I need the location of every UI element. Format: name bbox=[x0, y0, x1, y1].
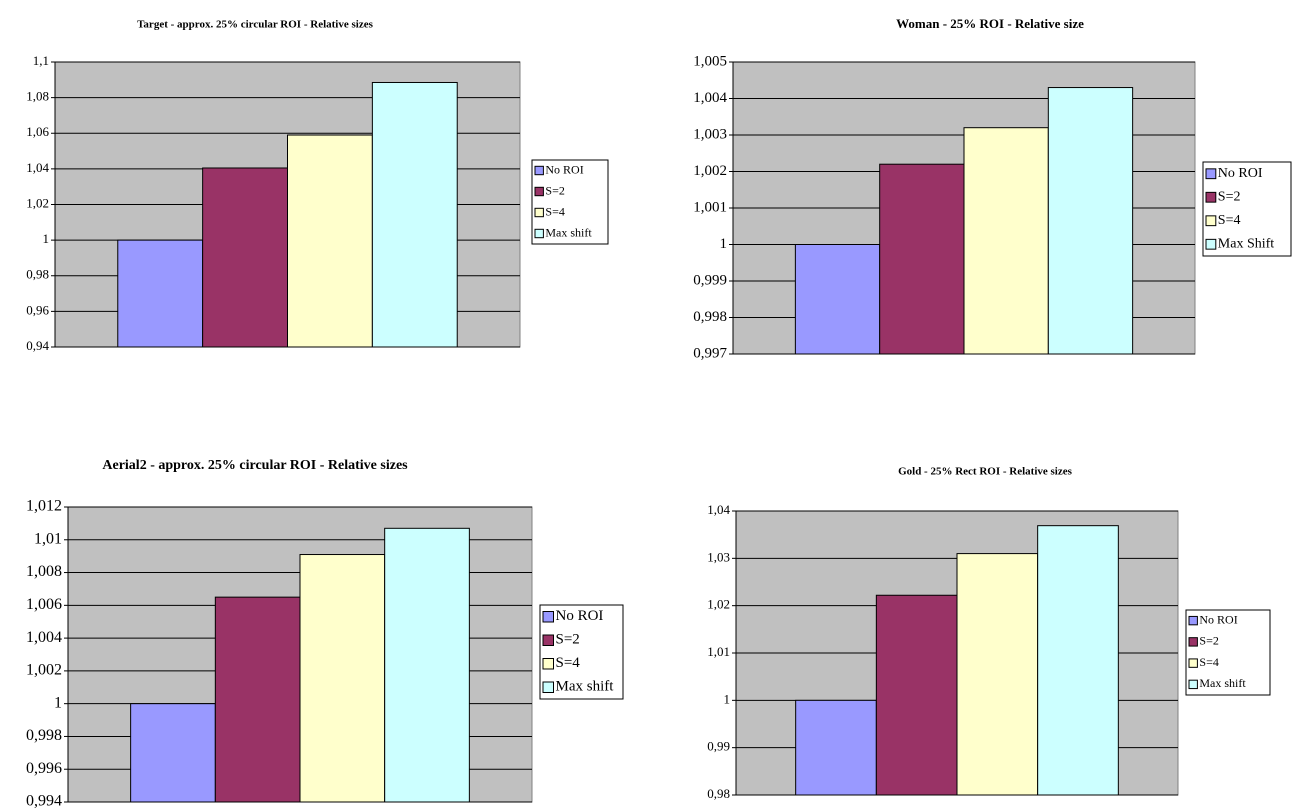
y-tick-label: 1,01 bbox=[34, 530, 62, 547]
legend-label: No ROI bbox=[1218, 166, 1263, 181]
chart-title: Woman - 25% ROI - Relative size bbox=[896, 16, 1084, 31]
legend-swatch bbox=[1188, 637, 1198, 647]
y-tick-label: 0,994 bbox=[26, 793, 62, 808]
bar bbox=[795, 699, 877, 796]
y-tick-label: 1,1 bbox=[33, 53, 49, 68]
legend-swatch bbox=[534, 228, 544, 239]
y-tick-label: 1 bbox=[724, 691, 731, 706]
legend-swatch bbox=[1188, 658, 1198, 668]
y-tick-label: 0,998 bbox=[693, 309, 727, 325]
y-tick-label: 1,004 bbox=[26, 629, 62, 646]
legend-label: Max shift bbox=[1199, 676, 1246, 690]
chart-title: Target - approx. 25% circular ROI - Rela… bbox=[137, 19, 373, 31]
legend-swatch bbox=[1205, 215, 1217, 227]
y-tick-label: 0,98 bbox=[26, 267, 49, 282]
y-tick-label: 1,012 bbox=[26, 498, 62, 515]
legend-swatch bbox=[542, 634, 554, 646]
y-tick-label: 0,94 bbox=[26, 338, 49, 353]
y-tick-label: 1,02 bbox=[707, 597, 730, 612]
legend-label: S=2 bbox=[1199, 634, 1218, 648]
y-tick-label: 1,006 bbox=[26, 596, 62, 613]
y-tick-label: 0,99 bbox=[707, 739, 730, 754]
chart-title: Aerial2 - approx. 25% circular ROI - Rel… bbox=[102, 458, 408, 473]
bar bbox=[956, 553, 1039, 796]
bar bbox=[202, 167, 288, 348]
y-tick-label: 1,005 bbox=[693, 53, 727, 69]
y-tick-label: 1,04 bbox=[26, 160, 49, 175]
y-tick-label: 0,999 bbox=[693, 272, 727, 288]
legend-swatch bbox=[542, 658, 554, 670]
legend-label: S=4 bbox=[1218, 213, 1241, 228]
bar bbox=[287, 134, 373, 348]
legend-swatch bbox=[1188, 615, 1198, 626]
y-tick-label: 0,997 bbox=[693, 345, 727, 361]
y-tick-label: 1,08 bbox=[26, 89, 49, 104]
legend-label: No ROI bbox=[545, 162, 583, 176]
legend-label: S=2 bbox=[545, 183, 564, 197]
y-tick-label: 1,004 bbox=[693, 90, 727, 106]
y-tick-label: 0,98 bbox=[707, 786, 730, 801]
legend-label: Max Shift bbox=[1218, 236, 1275, 251]
legend-label: S=4 bbox=[1199, 655, 1218, 669]
y-tick-label: 1 bbox=[54, 694, 62, 711]
bar bbox=[879, 163, 965, 355]
legend-label: S=4 bbox=[545, 204, 564, 218]
legend-swatch bbox=[542, 611, 554, 623]
y-tick-label: 1,01 bbox=[707, 644, 730, 659]
legend-label: No ROI bbox=[1199, 612, 1237, 626]
legend-swatch bbox=[1205, 191, 1217, 203]
bar bbox=[1037, 525, 1119, 796]
bar bbox=[117, 239, 204, 348]
legend-swatch bbox=[1205, 238, 1217, 250]
legend-swatch bbox=[534, 165, 544, 176]
y-tick-label: 0,996 bbox=[26, 760, 62, 777]
bar bbox=[875, 594, 958, 796]
legend-swatch bbox=[1205, 168, 1217, 180]
y-tick-label: 1,02 bbox=[26, 195, 49, 210]
legend-label: S=4 bbox=[556, 655, 581, 671]
y-tick-label: 1 bbox=[720, 236, 728, 252]
legend-label: S=2 bbox=[556, 632, 580, 648]
bar bbox=[384, 527, 470, 803]
y-tick-label: 1 bbox=[43, 231, 50, 246]
bar bbox=[214, 596, 301, 803]
bar bbox=[299, 554, 386, 803]
bar bbox=[371, 81, 458, 348]
y-tick-label: 1,06 bbox=[26, 124, 49, 139]
y-tick-label: 0,998 bbox=[26, 727, 62, 744]
legend-swatch bbox=[1188, 679, 1198, 690]
legend-label: Max shift bbox=[556, 679, 615, 695]
legend-label: S=2 bbox=[1218, 189, 1241, 204]
y-tick-label: 1,04 bbox=[707, 502, 730, 517]
legend-swatch bbox=[534, 186, 544, 197]
y-tick-label: 0,96 bbox=[26, 302, 49, 317]
y-tick-label: 1,03 bbox=[707, 549, 730, 564]
legend-label: Max shift bbox=[545, 225, 592, 239]
bar bbox=[963, 127, 1049, 355]
y-tick-label: 1,002 bbox=[26, 662, 62, 679]
y-tick-label: 1,001 bbox=[693, 199, 727, 215]
legend-swatch bbox=[542, 681, 554, 693]
legend-box bbox=[1202, 161, 1292, 257]
y-tick-label: 1,002 bbox=[693, 163, 727, 179]
legend-label: No ROI bbox=[556, 608, 604, 624]
bar bbox=[130, 703, 216, 803]
bar bbox=[1047, 87, 1134, 355]
legend-box bbox=[531, 159, 609, 245]
legend-swatch bbox=[534, 207, 544, 218]
legend-box bbox=[1185, 609, 1271, 696]
chart-title: Gold - 25% Rect ROI - Relative sizes bbox=[898, 466, 1073, 478]
y-tick-label: 1,003 bbox=[693, 126, 727, 142]
bar bbox=[794, 244, 881, 355]
y-tick-label: 1,008 bbox=[26, 563, 62, 580]
